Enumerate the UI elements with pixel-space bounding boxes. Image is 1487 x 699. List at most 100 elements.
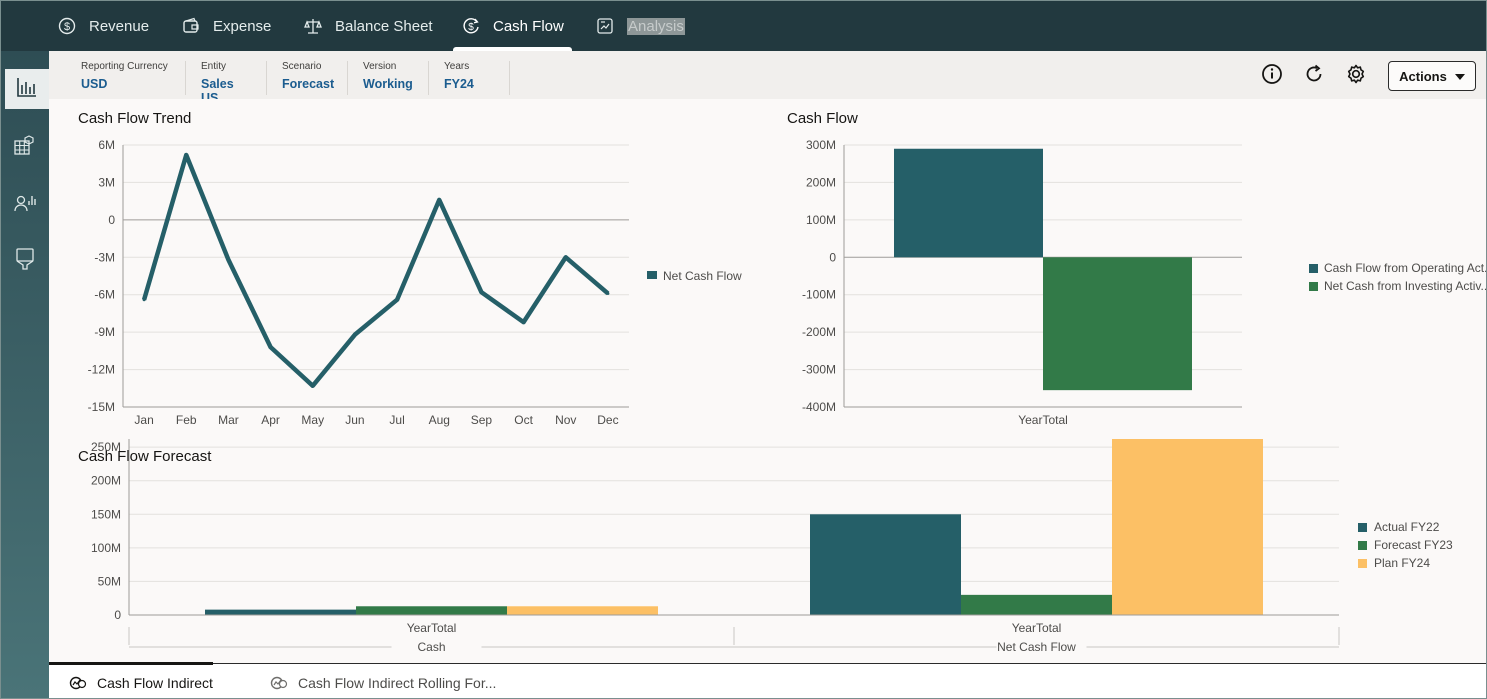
x-tick-label: YearTotal	[1012, 621, 1062, 635]
actions-label: Actions	[1399, 68, 1447, 84]
cash-flow-trend-chart[interactable]: 6M 3M 0 -3M -6M -9M -12M -15M Jan Feb Mar Apr May Jun…	[49, 99, 769, 439]
pov-value[interactable]: Forecast	[282, 77, 335, 91]
pov-reporting-currency[interactable]: Reporting Currency USD	[81, 61, 186, 95]
pov-years[interactable]: Years FY24	[444, 61, 510, 95]
data-point	[142, 298, 146, 302]
y-tick-label: 200M	[91, 474, 121, 488]
tab-analysis[interactable]: Analysis	[595, 1, 685, 51]
refresh-button[interactable]	[1301, 63, 1327, 89]
bottom-tab-label: Cash Flow Indirect Rolling For...	[298, 674, 497, 691]
sidebar-item-data-grid[interactable]	[1, 127, 49, 167]
sidebar-item-dashboard[interactable]	[5, 69, 49, 109]
analysis-chart-icon	[595, 16, 615, 36]
legend-label: Forecast FY23	[1374, 538, 1453, 552]
bar	[1043, 257, 1192, 391]
pov-value[interactable]: Working	[363, 77, 413, 91]
pov-version[interactable]: Version Working	[363, 61, 429, 95]
forecast-chart-title: Cash Flow Forecast	[78, 448, 212, 465]
tab-cash-flow-indirect[interactable]: Cash Flow Indirect	[49, 662, 213, 698]
bar	[507, 606, 658, 615]
funnel-icon	[14, 247, 36, 276]
legend-label: Actual FY22	[1374, 520, 1440, 534]
x-group-label: Net Cash Flow	[997, 640, 1076, 654]
bottom-tab-label: Cash Flow Indirect	[97, 674, 213, 691]
y-tick-label: 100M	[91, 541, 121, 555]
legend-swatch	[1358, 541, 1367, 550]
caret-down-icon	[1454, 69, 1465, 84]
tab-analysis-label: Analysis	[627, 17, 685, 35]
legend-label: Net Cash from Investing Activ...	[1324, 279, 1487, 293]
pov-entity[interactable]: Entity Sales US	[201, 61, 267, 105]
x-tick-label: YearTotal	[407, 621, 457, 635]
legend-swatch	[1309, 282, 1318, 291]
legend-label: Net Cash Flow	[663, 269, 742, 283]
y-tick-label: 250M	[91, 440, 121, 454]
pov-value[interactable]: FY24	[444, 77, 474, 91]
x-tick-label: Apr	[261, 413, 280, 427]
tab-revenue-label: Revenue	[89, 17, 150, 35]
tab-balance-sheet[interactable]: Balance Sheet	[303, 1, 433, 51]
tab-cash-flow-indirect-rolling[interactable]: Cash Flow Indirect Rolling For...	[270, 664, 497, 698]
data-point	[395, 298, 399, 302]
y-tick-label: 300M	[806, 138, 836, 152]
y-tick-label: -400M	[802, 400, 836, 414]
cash-flow-chart[interactable]: 300M 200M 100M 0 -100M -200M -300M -400M Cash Fl…	[769, 99, 1487, 439]
legend-swatch	[1309, 264, 1318, 273]
bar	[894, 148, 1043, 258]
x-group-label: Cash	[417, 640, 445, 654]
legend-label: Plan FY24	[1374, 556, 1430, 570]
info-button[interactable]	[1259, 63, 1285, 89]
form-icon	[270, 675, 288, 691]
sidebar-item-analytics[interactable]	[1, 185, 49, 225]
pov-label: Reporting Currency	[81, 61, 168, 72]
x-tick-label: Jan	[134, 413, 153, 427]
data-point	[522, 320, 526, 324]
bar	[205, 609, 356, 615]
grid-cube-icon	[13, 133, 37, 162]
y-tick-label: -300M	[802, 363, 836, 377]
svg-text:$: $	[468, 22, 474, 33]
legend-swatch	[1358, 523, 1367, 532]
pov-value[interactable]: USD	[81, 77, 108, 91]
tab-expense[interactable]: Expense	[181, 1, 271, 51]
y-tick-label: -15M	[88, 400, 115, 414]
sidebar-item-filter[interactable]	[1, 241, 49, 281]
pov-label: Scenario	[282, 61, 322, 72]
x-tick-label: YearTotal	[1018, 413, 1068, 427]
settings-button[interactable]	[1343, 63, 1369, 89]
info-icon	[1261, 63, 1283, 90]
x-tick-label: Oct	[514, 413, 533, 427]
data-point	[226, 258, 230, 262]
legend-swatch	[1358, 559, 1367, 568]
legend-swatch	[647, 271, 657, 279]
pov-label: Version	[363, 61, 397, 72]
svg-text:$: $	[64, 21, 70, 33]
data-point	[437, 198, 441, 202]
cash-flow-dollar-icon: $	[461, 16, 481, 36]
x-tick-label: Jun	[345, 413, 364, 427]
left-sidebar	[1, 51, 49, 698]
x-tick-label: Sep	[471, 413, 493, 427]
x-tick-label: Aug	[429, 413, 450, 427]
pov-bar: Reporting Currency USD Entity Sales US S…	[49, 51, 1486, 105]
data-point	[564, 255, 568, 259]
y-tick-label: -100M	[802, 288, 836, 302]
user-chart-icon	[13, 191, 37, 220]
x-tick-label: Mar	[218, 413, 239, 427]
y-tick-label: -12M	[88, 363, 115, 377]
y-tick-label: 200M	[806, 175, 836, 189]
pov-scenario[interactable]: Scenario Forecast	[282, 61, 348, 95]
actions-menu-button[interactable]: Actions	[1388, 61, 1476, 91]
cash-flow-forecast-chart[interactable]: 350M300M250M200M150M100M50M0YearTotalCas…	[49, 439, 1487, 663]
top-nav-bar: $ Revenue Expense Balance Sheet $ Cash F…	[1, 1, 1486, 51]
tab-balance-sheet-label: Balance Sheet	[335, 17, 433, 35]
revenue-dollar-icon: $	[57, 16, 77, 36]
tab-cash-flow[interactable]: $ Cash Flow	[453, 1, 572, 51]
y-tick-label: 50M	[98, 574, 121, 588]
series-line	[141, 152, 610, 389]
x-tick-label: Dec	[597, 413, 618, 427]
tab-revenue[interactable]: $ Revenue	[57, 1, 149, 51]
bar	[810, 514, 961, 615]
balance-scale-icon	[303, 16, 323, 36]
x-tick-label: Feb	[176, 413, 197, 427]
